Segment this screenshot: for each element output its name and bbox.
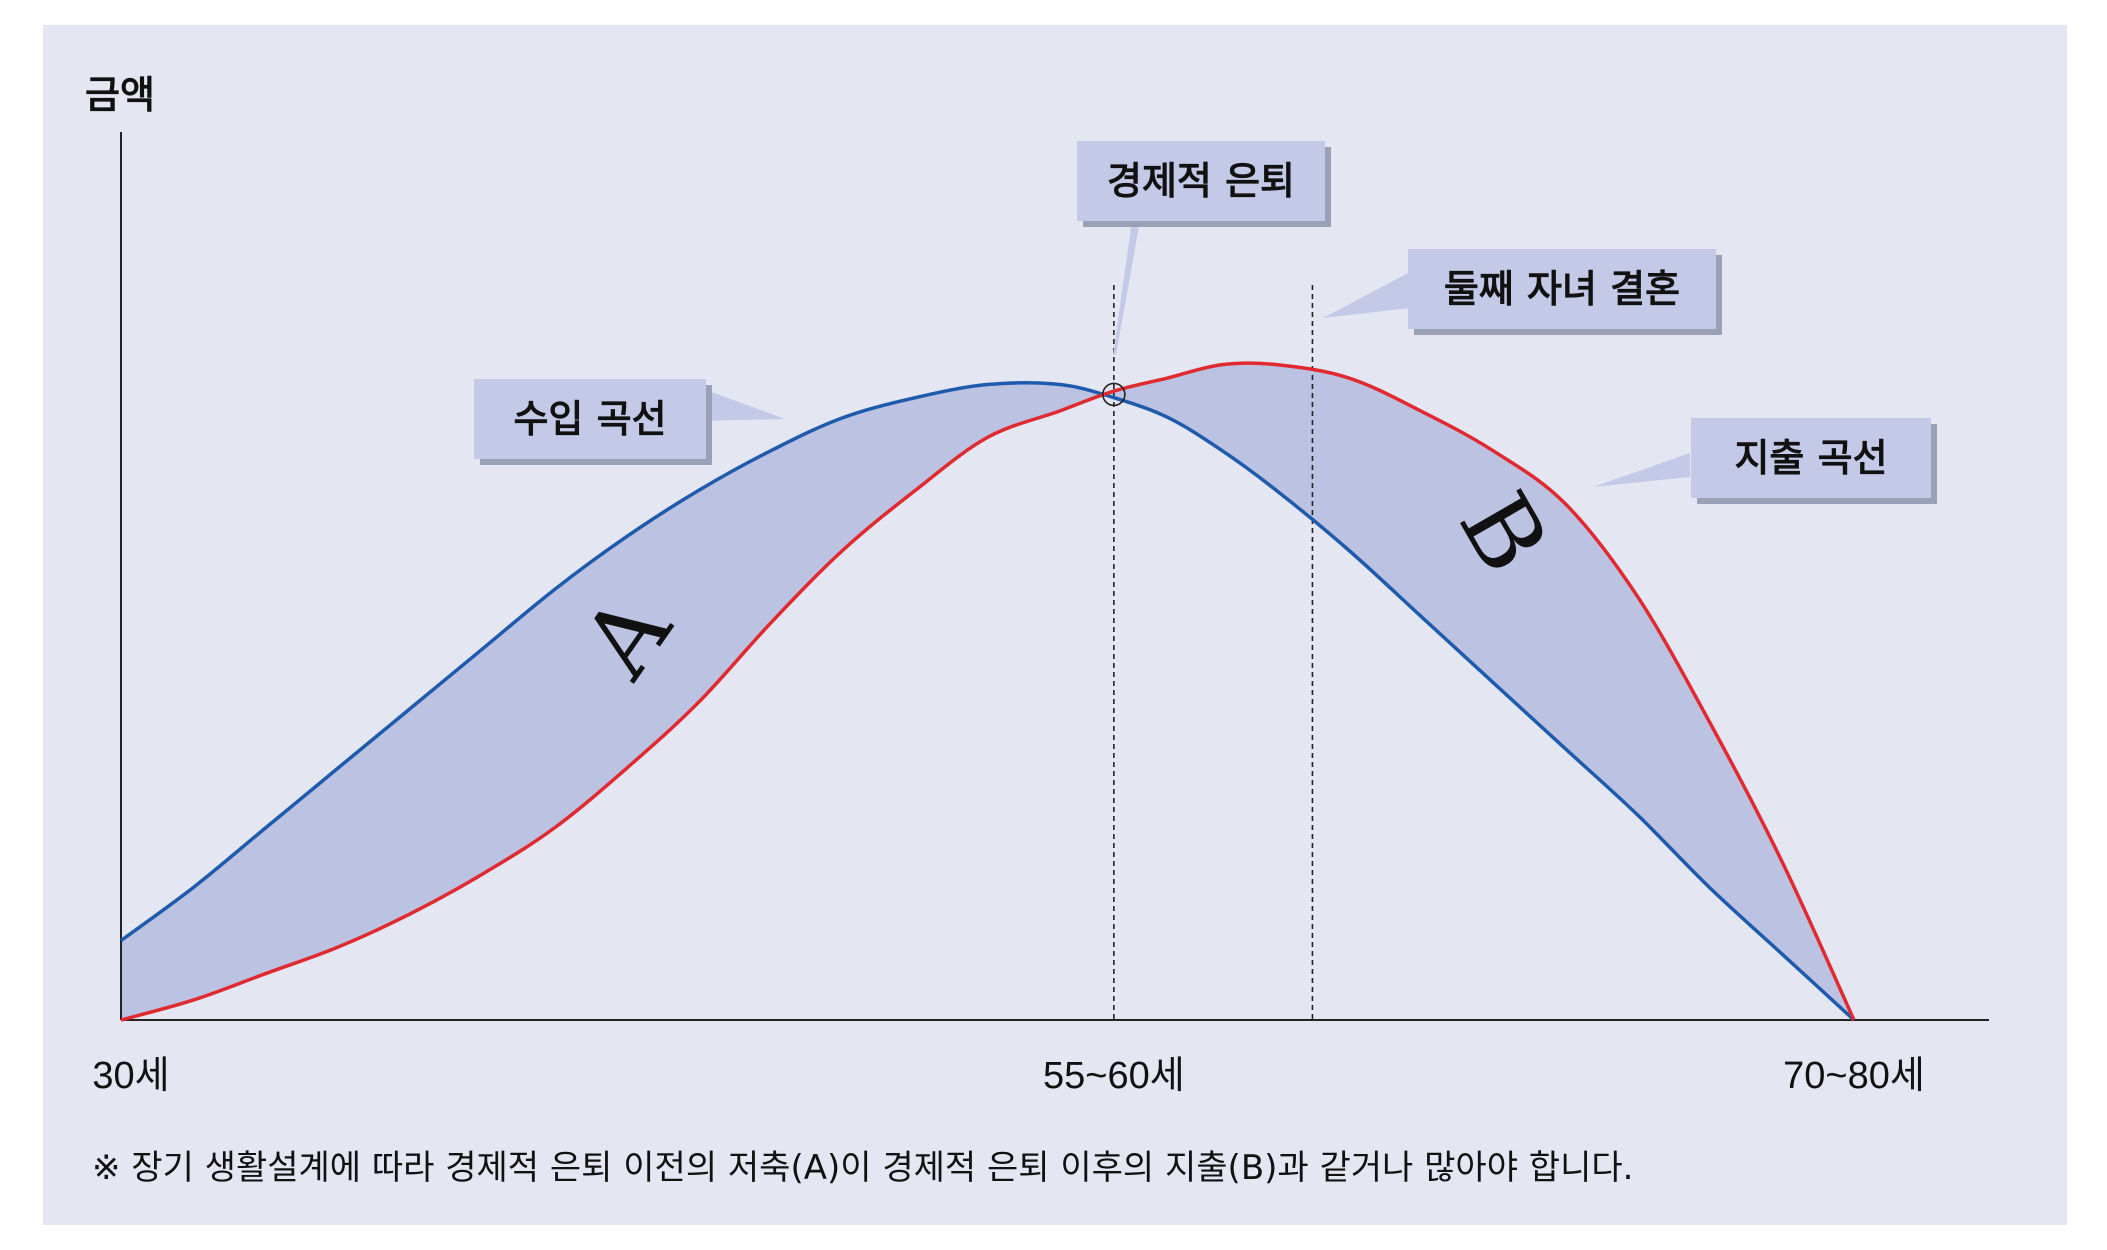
intersection-marker: [1102, 382, 1126, 407]
y-axis-label: 금액: [85, 73, 155, 117]
expense-callout-box: [1691, 418, 1931, 498]
income-curve: [119, 381, 1856, 1022]
income-callout-box: [474, 379, 706, 459]
expense-callout-label: 지출 곡선: [1734, 436, 1887, 480]
expense-callout-pointer: [1593, 453, 1690, 487]
footnote: ※ 장기 생활설계에 따라 경제적 은퇴 이전의 저축(A)이 경제적 은퇴 이…: [92, 1148, 1634, 1188]
marriage-callout-box: [1408, 249, 1716, 329]
x-tick-label: 70~80세: [1783, 1055, 1925, 1097]
area-between-curves: [121, 362, 1854, 1020]
expense-curve: [120, 361, 1856, 1022]
marriage-callout-label: 둘째 자녀 결혼: [1444, 267, 1680, 311]
marriage-callout-pointer: [1323, 272, 1410, 318]
retirement-callout-label: 경제적 은퇴: [1107, 159, 1295, 203]
retirement-callout-pointer: [1113, 221, 1140, 355]
x-tick-label: 30세: [92, 1055, 169, 1097]
income-callout-label: 수입 곡선: [513, 397, 666, 441]
income-callout-pointer: [698, 387, 785, 421]
retirement-callout-box: [1077, 141, 1325, 221]
x-tick-label: 55~60세: [1043, 1055, 1185, 1097]
